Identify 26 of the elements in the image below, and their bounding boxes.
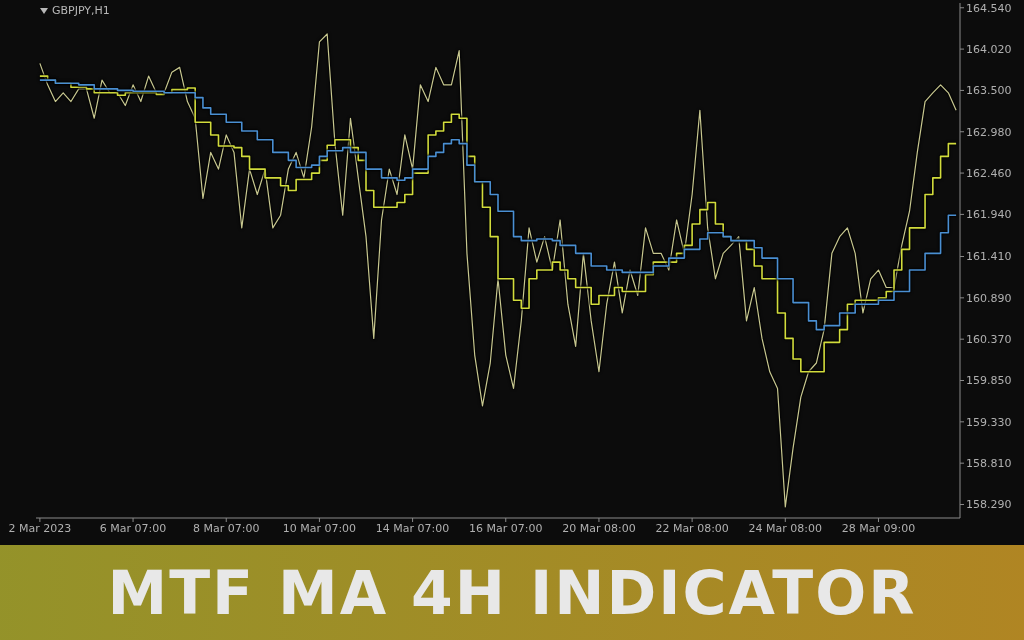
x-tick-label: 28 Mar 09:00: [841, 521, 916, 535]
y-tick-label: 164.540: [966, 1, 1012, 15]
y-tick-label: 161.410: [966, 250, 1012, 264]
y-tick-label: 161.940: [966, 208, 1012, 222]
y-tick-label: 163.500: [966, 84, 1012, 98]
x-tick-label: 10 Mar 07:00: [282, 521, 357, 535]
text: MTF MA 4H INDICATOR: [107, 557, 917, 628]
line-series: [39, 33, 957, 508]
chart-subtitle: GBPJPY,H1: [52, 4, 110, 17]
x-tick-label: 2 Mar 2023: [8, 521, 72, 535]
y-tick-label: 162.980: [966, 125, 1012, 139]
y-tick-label: 158.290: [966, 498, 1012, 512]
x-tick-label: 20 Mar 08:00: [562, 521, 636, 535]
y-tick-label: 162.460: [966, 166, 1012, 180]
x-tick-label: 16 Mar 07:00: [469, 521, 543, 535]
x-tick-label: 24 Mar 08:00: [748, 521, 823, 535]
y-tick-label: 158.810: [966, 457, 1012, 471]
y-tick-label: 159.330: [966, 415, 1012, 429]
x-tick-label: 8 Mar 07:00: [193, 521, 260, 535]
x-tick-label: 14 Mar 07:00: [375, 521, 450, 535]
y-tick-label: 160.890: [966, 291, 1012, 305]
x-tick-label: 22 Mar 08:00: [655, 521, 729, 535]
y-tick-label: 159.850: [966, 374, 1012, 388]
y-tick-label: 160.370: [966, 333, 1012, 347]
y-tick-label: 164.020: [966, 43, 1012, 56]
x-tick-label: 6 Mar 07:00: [99, 521, 167, 535]
